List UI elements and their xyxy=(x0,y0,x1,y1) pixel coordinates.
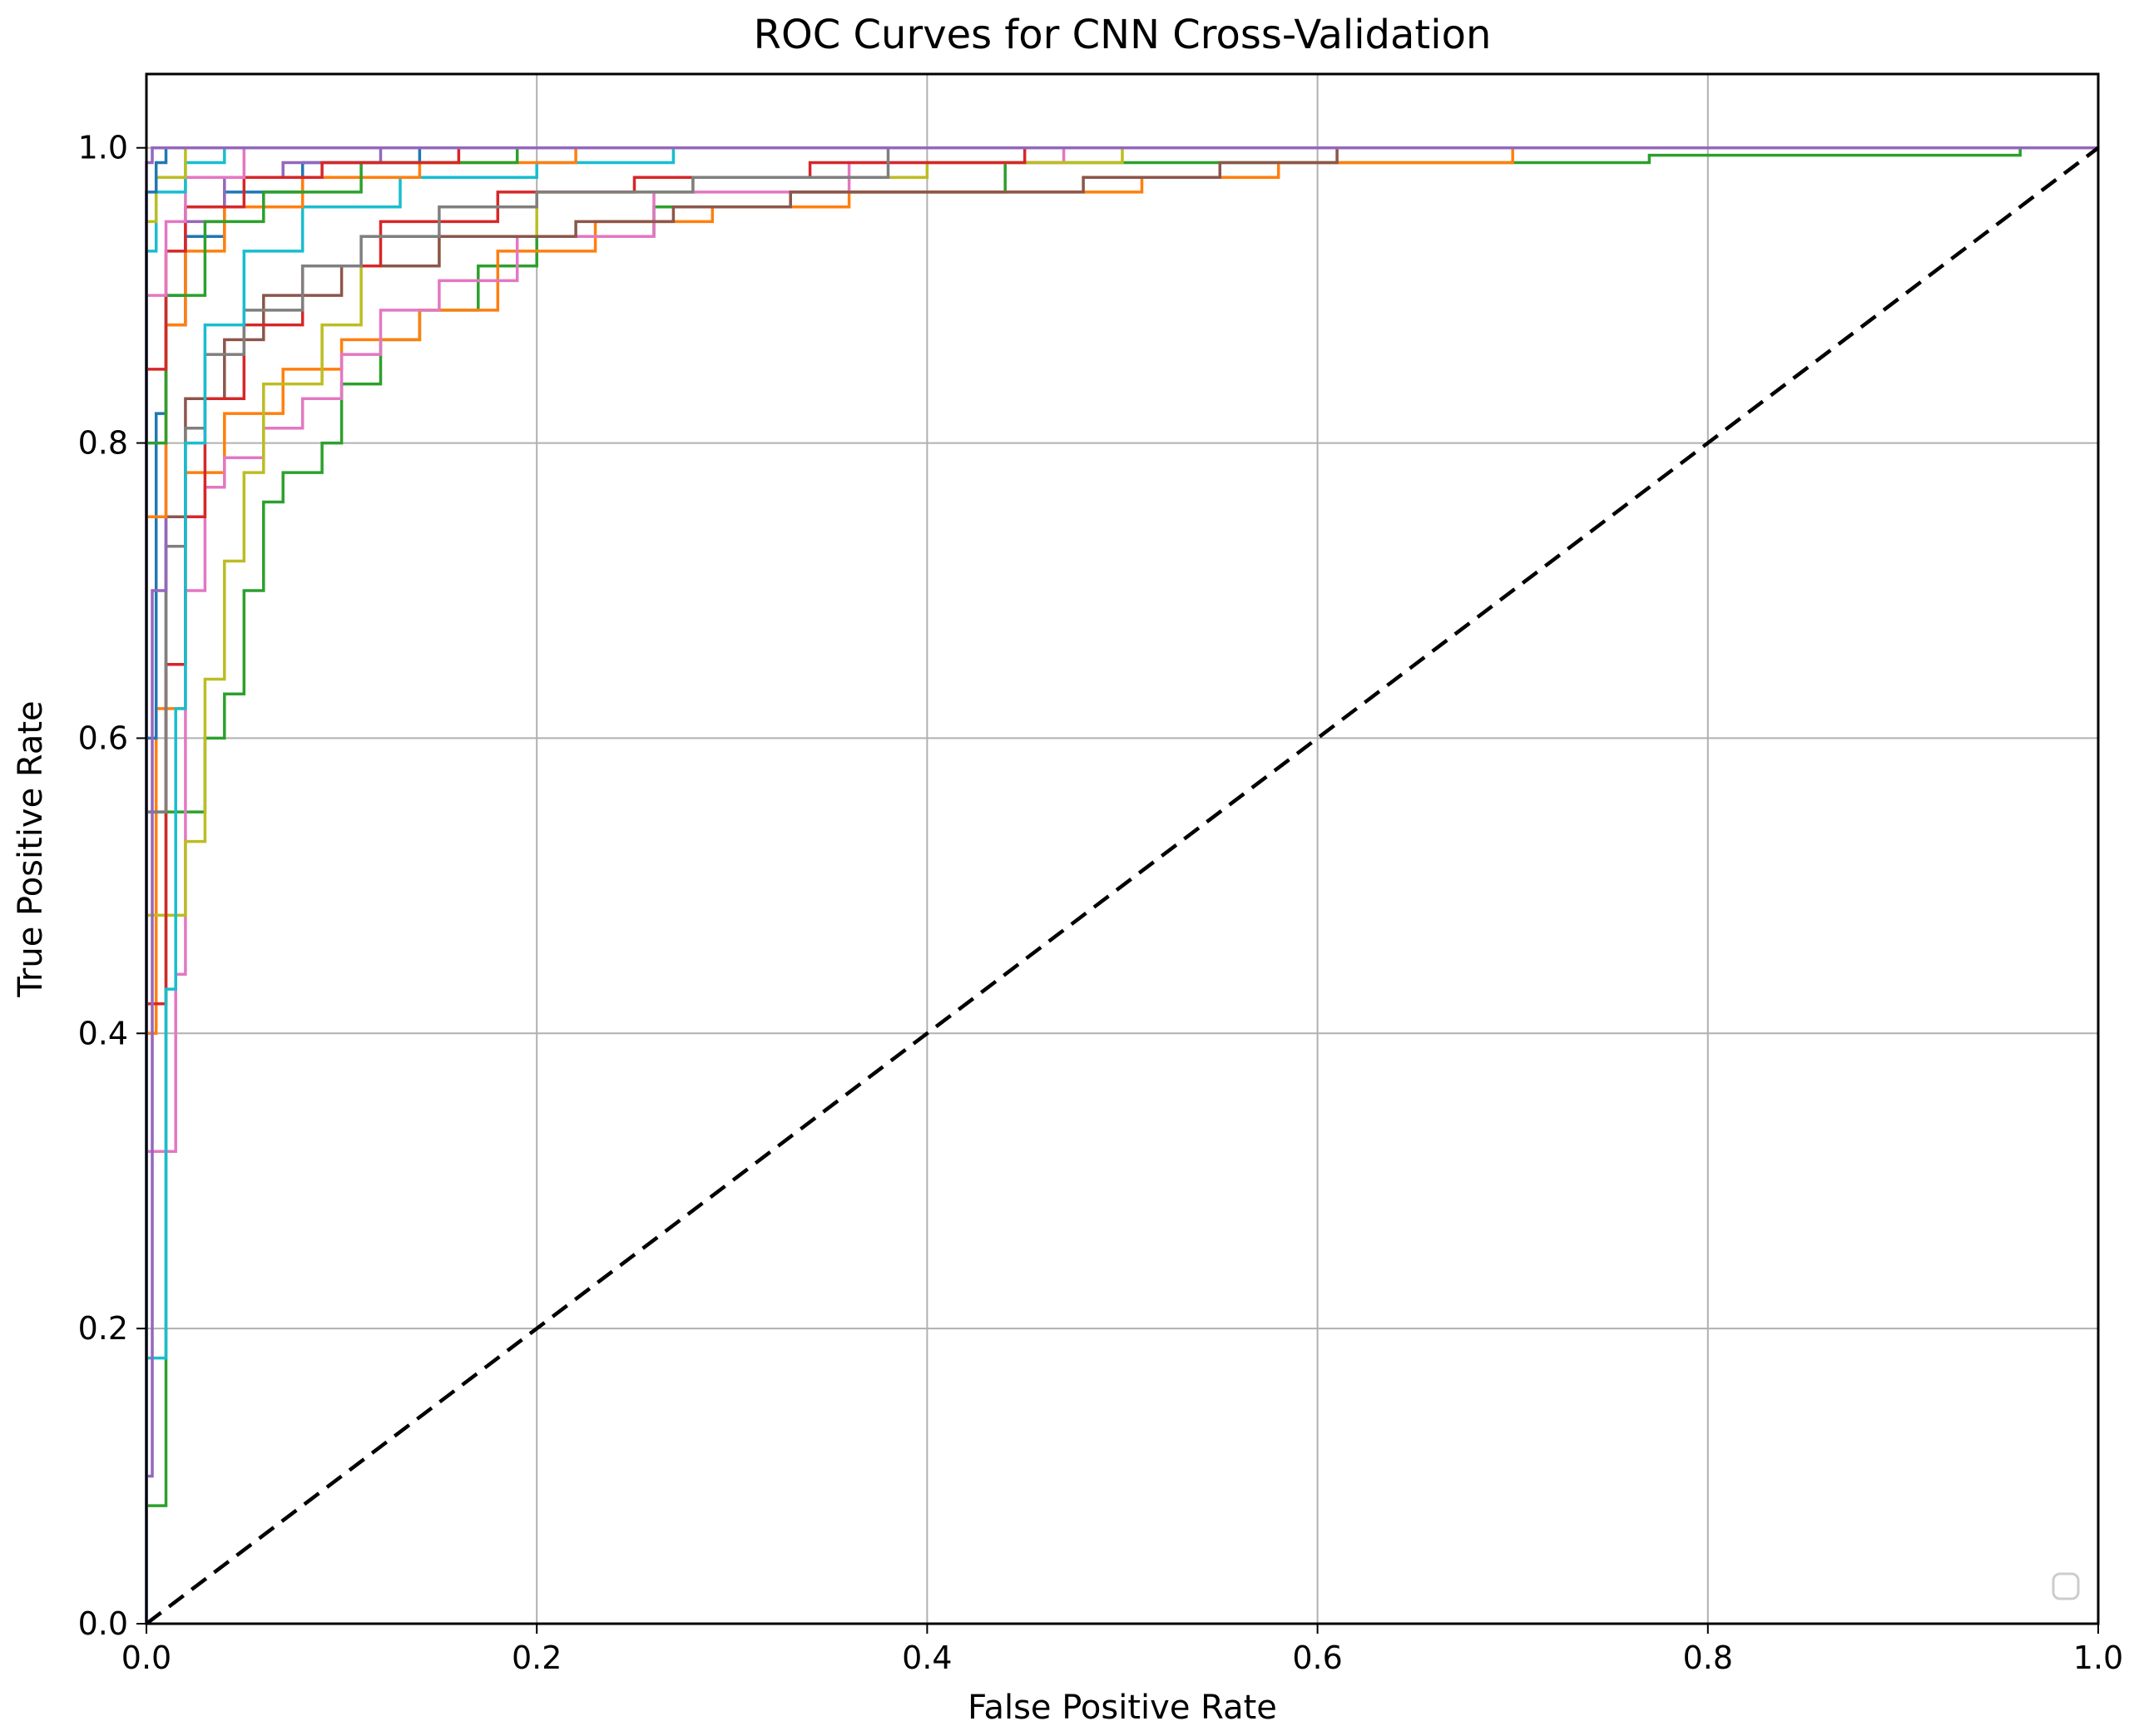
y-tick-label: 0.4 xyxy=(78,1015,128,1051)
y-tick-label: 0.6 xyxy=(78,720,128,756)
legend-box xyxy=(2052,1572,2080,1600)
x-tick-label: 1.0 xyxy=(2073,1640,2123,1676)
roc-curve-8 xyxy=(145,146,2098,1624)
roc-curve-13 xyxy=(145,146,2098,1624)
y-axis-label: True Positive Rate xyxy=(12,700,50,997)
roc-curve-12 xyxy=(145,146,2098,1624)
x-axis-label: False Positive Rate xyxy=(968,1689,1277,1727)
chart-title: ROC Curves for CNN Cross-Validation xyxy=(754,12,1492,58)
x-tick-label: 0.0 xyxy=(121,1640,171,1676)
x-tick-label: 0.4 xyxy=(902,1640,952,1676)
roc-series-group xyxy=(145,146,2098,1624)
y-tick-label: 0.8 xyxy=(78,425,128,462)
x-tick-label: 0.8 xyxy=(1683,1640,1733,1676)
y-tick-label: 0.0 xyxy=(78,1605,128,1642)
reference-diagonal-group xyxy=(145,146,2100,1625)
reference-diagonal-line xyxy=(145,146,2100,1625)
y-tick-label: 1.0 xyxy=(78,130,128,166)
x-tick-label: 0.6 xyxy=(1292,1640,1342,1676)
roc-curve-14 xyxy=(145,146,2098,1624)
roc-curve-7 xyxy=(145,146,2098,1624)
plot-frame xyxy=(145,72,2100,1625)
roc-curve-3 xyxy=(145,146,2098,1624)
axis-ticks: 0.0 0.2 0.4 0.6 0.8 1.0 0.0 0.2 0.4 0.6 0.8 1.0 xyxy=(78,130,2124,1676)
x-tick-label: 0.2 xyxy=(512,1640,562,1676)
roc-curve-15 xyxy=(145,146,2098,1624)
y-tick-label: 0.2 xyxy=(78,1310,128,1347)
